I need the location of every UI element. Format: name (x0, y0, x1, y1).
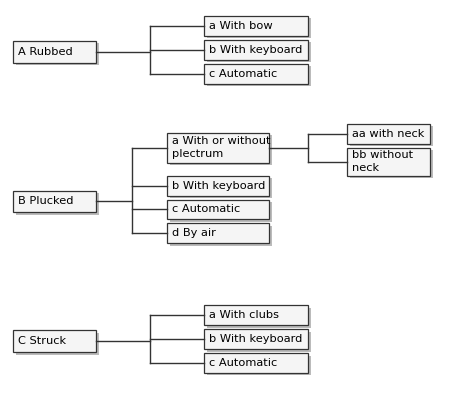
FancyBboxPatch shape (170, 226, 272, 246)
FancyBboxPatch shape (13, 191, 96, 212)
FancyBboxPatch shape (207, 42, 311, 62)
FancyBboxPatch shape (16, 43, 99, 65)
FancyBboxPatch shape (207, 308, 311, 328)
FancyBboxPatch shape (204, 16, 308, 36)
FancyBboxPatch shape (207, 66, 311, 86)
FancyBboxPatch shape (16, 193, 99, 215)
FancyBboxPatch shape (16, 333, 99, 355)
Text: a With clubs: a With clubs (209, 310, 279, 320)
Text: aa with neck: aa with neck (352, 128, 424, 139)
FancyBboxPatch shape (207, 18, 311, 38)
FancyBboxPatch shape (13, 330, 96, 352)
FancyBboxPatch shape (204, 353, 308, 373)
FancyBboxPatch shape (347, 148, 430, 176)
FancyBboxPatch shape (204, 305, 308, 325)
Text: b With keyboard: b With keyboard (209, 334, 302, 344)
FancyBboxPatch shape (350, 150, 433, 178)
FancyBboxPatch shape (204, 329, 308, 349)
Text: C Struck: C Struck (18, 336, 66, 346)
Text: a With bow: a With bow (209, 21, 272, 31)
FancyBboxPatch shape (13, 41, 96, 63)
FancyBboxPatch shape (170, 178, 272, 198)
FancyBboxPatch shape (350, 126, 433, 146)
Text: c Automatic: c Automatic (172, 204, 240, 215)
FancyBboxPatch shape (207, 332, 311, 352)
Text: c Automatic: c Automatic (209, 358, 277, 368)
Text: B Plucked: B Plucked (18, 196, 73, 207)
FancyBboxPatch shape (204, 64, 308, 84)
FancyBboxPatch shape (167, 200, 269, 219)
FancyBboxPatch shape (167, 176, 269, 196)
Text: d By air: d By air (172, 228, 216, 239)
FancyBboxPatch shape (167, 223, 269, 243)
FancyBboxPatch shape (207, 356, 311, 375)
FancyBboxPatch shape (170, 202, 272, 222)
Text: A Rubbed: A Rubbed (18, 47, 73, 57)
FancyBboxPatch shape (347, 124, 430, 144)
FancyBboxPatch shape (167, 133, 269, 163)
Text: c Automatic: c Automatic (209, 69, 277, 79)
Text: bb without
neck: bb without neck (352, 150, 413, 173)
Text: b With keyboard: b With keyboard (209, 45, 302, 55)
FancyBboxPatch shape (204, 40, 308, 60)
Text: b With keyboard: b With keyboard (172, 180, 265, 191)
FancyBboxPatch shape (170, 135, 272, 165)
Text: a With or without
plectrum: a With or without plectrum (172, 136, 270, 159)
